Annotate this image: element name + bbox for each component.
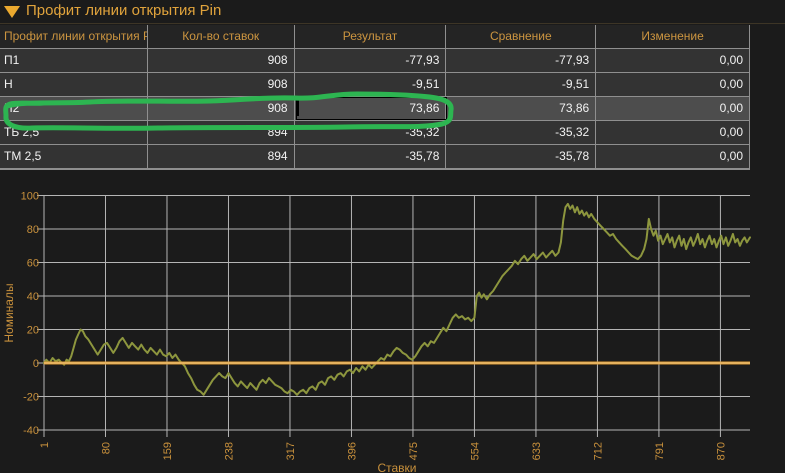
table-cell[interactable]: 0,00: [596, 121, 749, 145]
table-cell[interactable]: -77,93: [446, 49, 597, 73]
x-tick-label: 159: [162, 442, 174, 460]
table-cell[interactable]: ТБ 2,5: [0, 121, 148, 145]
y-tick-label: 100: [21, 191, 39, 203]
table-cell[interactable]: 0,00: [596, 49, 749, 73]
table-cell[interactable]: 894: [147, 145, 295, 169]
table-row-П2[interactable]: П2 908 73,86 73,86 0,00: [0, 97, 749, 121]
table-header-row: Профит линии открытия Pin Кол-во ставок Ре…: [0, 25, 749, 49]
column-header-1[interactable]: Кол-во ставок: [147, 25, 295, 49]
table-cell[interactable]: ТМ 2,5: [0, 145, 148, 169]
y-tick-label: -40: [23, 425, 39, 437]
panel-title: Профит линии открытия Pin: [26, 2, 222, 19]
table-cell[interactable]: 73,86: [294, 97, 447, 121]
x-tick-label: 396: [346, 442, 358, 460]
x-tick-label: 1: [39, 442, 51, 448]
x-tick-label: 475: [408, 442, 420, 460]
y-tick-label: 60: [27, 258, 39, 270]
y-tick-label: -20: [23, 392, 39, 404]
column-header-2[interactable]: Результат: [294, 25, 447, 49]
y-tick-label: 80: [27, 224, 39, 236]
y-tick-label: 20: [27, 325, 39, 337]
table-cell[interactable]: -9,51: [446, 73, 597, 97]
table-cell[interactable]: 0,00: [596, 145, 749, 169]
profit-series-line: [43, 202, 751, 396]
table-cell[interactable]: -9,51: [294, 73, 447, 97]
table-row-ТМ 2,5[interactable]: ТМ 2,5 894 -35,78 -35,78 0,00: [0, 145, 749, 169]
x-tick-label: 238: [223, 442, 235, 460]
table-row-П1[interactable]: П1 908 -77,93 -77,93 0,00: [0, 49, 749, 73]
table-row-ТБ 2,5[interactable]: ТБ 2,5 894 -35,32 -35,32 0,00: [0, 121, 749, 145]
profit-line-chart: 100 80 60 40 20 0 -20 -401 80 159 238 317 396 475 554 6…: [2, 191, 751, 473]
table-cell[interactable]: -35,78: [446, 145, 597, 169]
table-body: П1 908 -77,93 -77,93 0,00 Н 908 -9,51 -9,51 0,00 П…: [0, 49, 749, 169]
table-cell[interactable]: 894: [147, 121, 295, 145]
x-tick-label: 554: [469, 442, 481, 460]
table-cell[interactable]: -35,32: [294, 121, 447, 145]
y-tick-label: 40: [27, 291, 39, 303]
x-tick-label: 633: [531, 442, 543, 460]
table-cell[interactable]: П1: [0, 49, 148, 73]
table-row-Н[interactable]: Н 908 -9,51 -9,51 0,00: [0, 73, 749, 97]
table-cell[interactable]: -77,93: [294, 49, 447, 73]
y-axis-title: Номиналы: [2, 283, 16, 342]
x-tick-label: 870: [715, 442, 727, 460]
table-cell[interactable]: 0,00: [596, 97, 749, 121]
table-cell[interactable]: 908: [147, 97, 295, 121]
x-axis-title: Ставки: [377, 461, 416, 473]
table-cell[interactable]: П2: [0, 97, 148, 121]
x-tick-label: 712: [592, 442, 604, 460]
collapse-triangle-icon[interactable]: [4, 6, 20, 18]
column-header-0[interactable]: Профит линии открытия Pin: [0, 25, 148, 49]
table-cell[interactable]: -35,78: [294, 145, 447, 169]
x-tick-label: 80: [100, 442, 112, 454]
table-cell[interactable]: 0,00: [596, 73, 749, 97]
table-cell[interactable]: -35,32: [446, 121, 597, 145]
table-cell[interactable]: 73,86: [446, 97, 597, 121]
results-table: Профит линии открытия Pin Кол-во ставок Ре…: [0, 25, 750, 170]
y-tick-label: 0: [33, 358, 39, 370]
table-cell[interactable]: 908: [147, 73, 295, 97]
panel-title-bar: Профит линии открытия Pin: [0, 0, 785, 24]
x-tick-label: 791: [654, 442, 666, 460]
column-header-4[interactable]: Изменение: [596, 25, 749, 49]
column-header-3[interactable]: Сравнение: [446, 25, 597, 49]
x-tick-label: 317: [285, 442, 297, 460]
text-cursor: [297, 100, 299, 116]
table-cell[interactable]: 908: [147, 49, 295, 73]
table-cell[interactable]: Н: [0, 73, 148, 97]
